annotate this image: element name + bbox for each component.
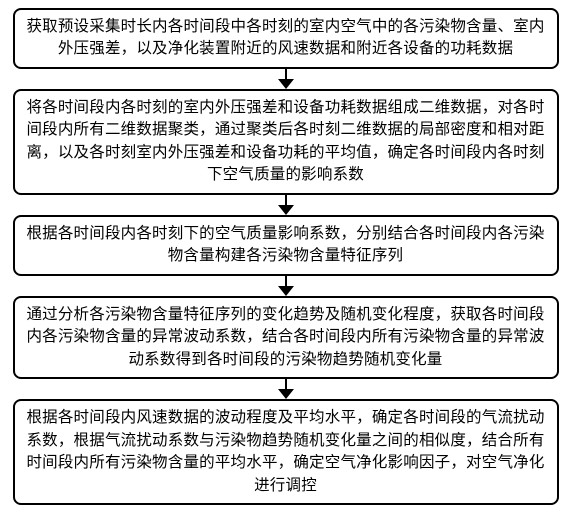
step-text: 根据各时间段内各时刻下的空气质量影响系数，分别结合各时间段内各污染物含量构建各污… — [26, 225, 544, 264]
arrow-connector — [278, 276, 294, 296]
arrow-line — [285, 195, 287, 205]
step-text: 根据各时间段内风速数据的波动程度及平均水平，确定各时间段的气流扰动系数，根据气流… — [26, 409, 544, 493]
flow-step-5: 根据各时间段内风速数据的波动程度及平均水平，确定各时间段的气流扰动系数，根据气流… — [13, 399, 559, 505]
arrow-line — [285, 69, 287, 79]
step-text: 获取预设采集时长内各时间段中各时刻的室内空气中的各污染物含量、室内外压强差，以及… — [26, 18, 544, 57]
arrow-down-icon — [278, 389, 294, 399]
arrow-down-icon — [278, 205, 294, 215]
step-text: 通过分析各污染物含量特征序列的变化趋势及随机变化程度，获取各时间段内各污染物含量… — [26, 306, 544, 368]
arrow-down-icon — [278, 286, 294, 296]
flow-step-1: 获取预设采集时长内各时间段中各时刻的室内空气中的各污染物含量、室内外压强差，以及… — [13, 8, 559, 69]
flowchart-container: 获取预设采集时长内各时间段中各时刻的室内空气中的各污染物含量、室内外压强差，以及… — [12, 8, 559, 505]
arrow-connector — [278, 195, 294, 215]
arrow-line — [285, 379, 287, 389]
flow-step-4: 通过分析各污染物含量特征序列的变化趋势及随机变化程度，获取各时间段内各污染物含量… — [13, 296, 559, 379]
flow-step-2: 将各时间段内各时刻的室内外压强差和设备功耗数据组成二维数据，对各时间段内所有二维… — [13, 89, 559, 195]
flow-step-3: 根据各时间段内各时刻下的空气质量影响系数，分别结合各时间段内各污染物含量构建各污… — [13, 215, 559, 276]
arrow-connector — [278, 69, 294, 89]
step-text: 将各时间段内各时刻的室内外压强差和设备功耗数据组成二维数据，对各时间段内所有二维… — [26, 99, 544, 183]
arrow-down-icon — [278, 79, 294, 89]
arrow-line — [285, 276, 287, 286]
arrow-connector — [278, 379, 294, 399]
